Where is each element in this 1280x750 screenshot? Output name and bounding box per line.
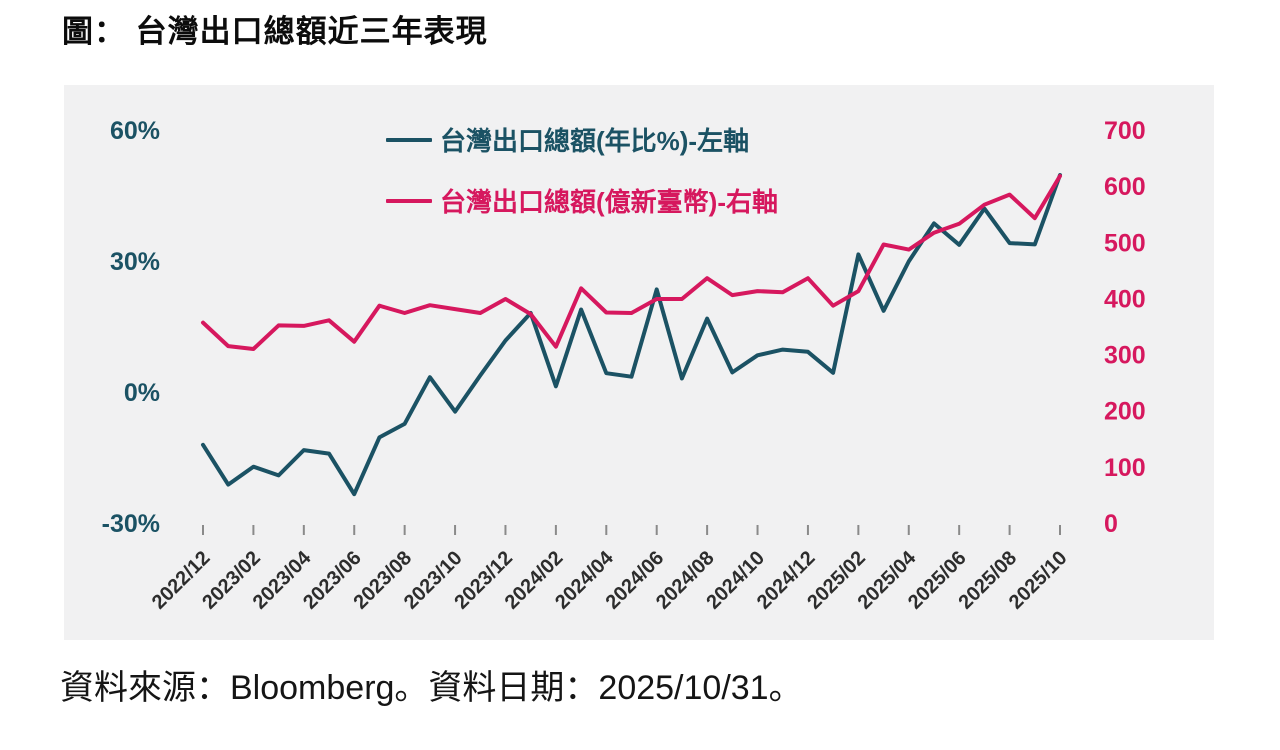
left-axis-tick-label: 30% [110,248,160,276]
right-axis-tick-label: 200 [1104,398,1146,426]
right-axis-tick-label: 700 [1104,117,1146,145]
left-axis-tick-label: 0% [124,379,160,407]
page-title: 圖： 台灣出口總額近三年表現 [62,14,488,49]
chart-panel: 60% 30% 0% -30% 700 600 500 400 300 200 100 0 2022/1… [64,85,1214,640]
chart-canvas: 60%30%0%-30%70060050040030020010002022/1… [102,117,1146,614]
right-axis-tick-label: 100 [1104,454,1146,482]
series-line-yoy [201,173,1062,497]
source-note: 資料來源：Bloomberg。資料日期：2025/10/31。 [60,669,803,707]
legend-label-amount: 台灣出口總額(億新臺幣)-右軸 [440,187,778,217]
legend-item-yoy: 台灣出口總額(年比%)-左軸 [386,121,778,158]
series-line-amount [201,174,1062,351]
left-axis-tick-label: 60% [110,117,160,145]
left-axis-tick-label: -30% [102,510,160,538]
legend-line-swatch-blue [386,137,432,142]
right-axis-tick-label: 300 [1104,342,1146,370]
right-axis-tick-label: 500 [1104,229,1146,257]
legend-label-yoy: 台灣出口總額(年比%)-左軸 [440,126,750,156]
legend-item-amount: 台灣出口總額(億新臺幣)-右軸 [386,182,778,219]
right-axis-tick-label: 400 [1104,285,1146,313]
right-axis-tick-label: 0 [1104,510,1118,538]
right-axis-tick-label: 600 [1104,173,1146,201]
legend-line-swatch-pink [386,198,432,203]
chart-legend: 台灣出口總額(年比%)-左軸 台灣出口總額(億新臺幣)-右軸 [386,121,778,219]
